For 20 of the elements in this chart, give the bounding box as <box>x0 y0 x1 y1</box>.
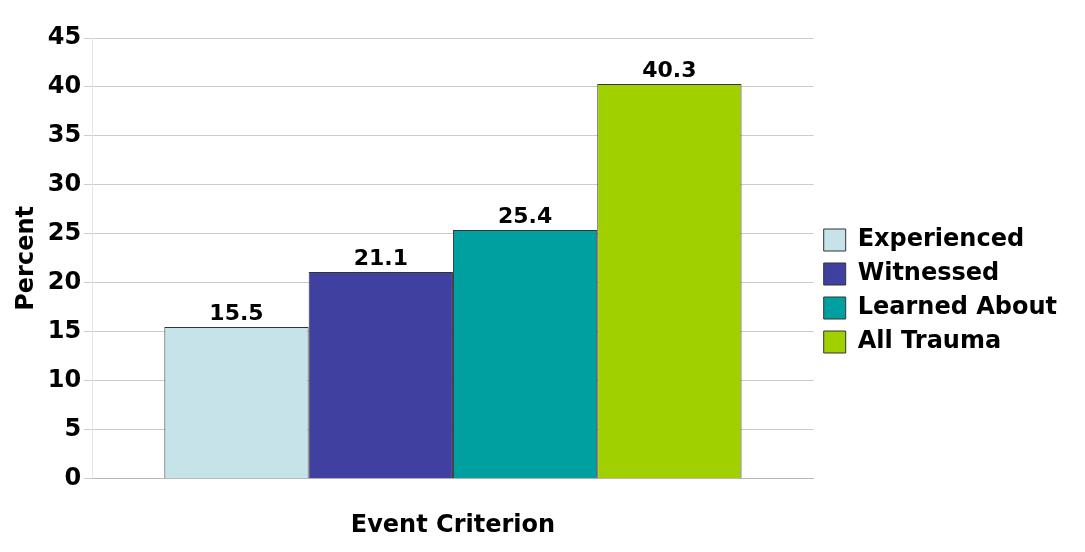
x-axis-title: Event Criterion <box>350 509 556 538</box>
legend-label: Experienced <box>857 224 1025 253</box>
y-tick-label: 40 <box>47 71 82 100</box>
legend-label: All Trauma <box>857 326 1002 355</box>
legend-label: Witnessed <box>857 258 1000 287</box>
data-label: 15.5 <box>209 299 264 325</box>
data-label: 40.3 <box>642 56 697 82</box>
legend-label: Learned About <box>857 292 1058 321</box>
data-label: 25.4 <box>497 202 553 228</box>
y-tick-label: 0 <box>64 463 82 492</box>
y-tick-label: 10 <box>47 365 82 394</box>
y-tick-label: 20 <box>47 267 82 296</box>
y-tick-label: 15 <box>47 316 82 345</box>
y-tick-label: 35 <box>47 120 82 149</box>
y-tick-label: 45 <box>47 22 82 51</box>
y-tick-label: 30 <box>47 169 82 198</box>
y-axis-title: Percent <box>10 206 39 311</box>
data-label: 21.1 <box>353 244 408 270</box>
y-tick-label: 25 <box>47 218 82 247</box>
y-tick-label: 5 <box>64 414 82 443</box>
